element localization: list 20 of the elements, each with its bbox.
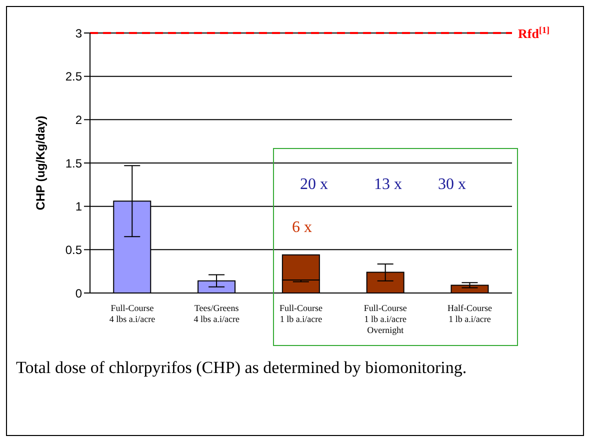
y-tick-label: 2	[75, 112, 82, 127]
y-tick-label: 3	[75, 26, 82, 40]
annotation: 30 x	[438, 176, 466, 194]
y-tick-label: 1	[75, 200, 82, 214]
x-tick-label: Full-Course 1 lb a.i/acre	[279, 303, 323, 324]
text: Total dose of chlorpyrifos (CHP) as determined by biomonitoring.	[16, 358, 468, 378]
y-axis-title: CHP (ug/Kg/day)	[33, 116, 48, 210]
ref-line-label: Rfd$^{[1]}$	[518, 25, 550, 41]
x-tick-label: Full-Course 4 lbs a.i/acre	[109, 303, 156, 324]
annotation: 6 x	[292, 219, 312, 237]
bar	[450, 284, 489, 293]
y-tick-label: 0.5	[65, 242, 82, 257]
annotation: 13 x	[374, 176, 402, 194]
annotation: 20 x	[300, 176, 328, 194]
y-tick-label: 1.5	[65, 156, 82, 170]
x-tick-label: Half-Course 1 lb a.i/acre	[448, 303, 492, 324]
x-tick-label: Tees/Greens 4 lbs a.i/acre	[194, 303, 240, 324]
y-tick-label: 0	[75, 286, 82, 300]
x-tick-label: Full-Course 1 lb a.i/acre Overnight	[364, 303, 407, 335]
y-tick-label: 2.5	[65, 70, 82, 84]
